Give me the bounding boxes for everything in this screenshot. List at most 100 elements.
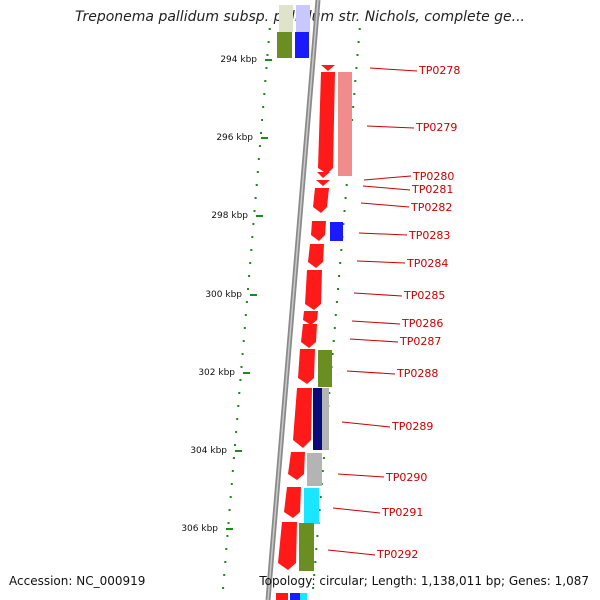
guide-dot xyxy=(258,145,261,147)
guide-dot xyxy=(245,301,248,303)
gene-arrow-tp0280 xyxy=(317,172,330,178)
leader-line xyxy=(362,185,411,191)
gene-arrow-tp0283 xyxy=(311,221,326,241)
gene-block-tp0288-green xyxy=(318,350,332,387)
gene-label: TP0292 xyxy=(376,548,418,561)
guide-dot xyxy=(352,106,355,108)
guide-dot xyxy=(237,405,240,407)
gene-label-tp0282: TP0282 xyxy=(360,201,452,214)
scale-label: 302 kbp xyxy=(198,368,235,378)
guide-dot xyxy=(351,119,354,121)
gene-arrow-tp0287 xyxy=(301,324,317,348)
gene-label: TP0289 xyxy=(391,420,433,433)
guide-dot xyxy=(255,184,258,186)
feature-block-partial xyxy=(290,593,300,600)
leader-line xyxy=(327,549,376,556)
gene-label: TP0284 xyxy=(406,257,448,270)
leader-line xyxy=(349,338,399,343)
gene-arrow-tp0284 xyxy=(308,244,324,268)
scale-label: 300 kbp xyxy=(205,290,242,300)
guide-dot xyxy=(226,535,229,537)
guide-dot xyxy=(322,457,325,459)
scale-298: 298 kbp xyxy=(211,211,263,221)
scale-label: 296 kbp xyxy=(216,133,253,143)
gene-label-tp0291: TP0291 xyxy=(332,506,423,519)
guide-dot xyxy=(236,418,239,420)
feature-block xyxy=(279,5,293,32)
guide-dot xyxy=(344,197,347,199)
guide-dot xyxy=(263,93,266,95)
scale-label: 306 kbp xyxy=(181,524,218,534)
scale-306: 306 kbp xyxy=(181,524,233,534)
scale-label: 298 kbp xyxy=(211,211,248,221)
guide-dot xyxy=(243,327,246,329)
guide-dot xyxy=(345,184,348,186)
gene-block-tp0283-blue xyxy=(330,222,343,241)
guide-dot xyxy=(224,561,227,563)
guide-dot xyxy=(231,470,234,472)
guide-dot xyxy=(342,223,345,225)
feature-block xyxy=(277,32,292,58)
guide-dot xyxy=(251,236,254,238)
guide-dot xyxy=(355,67,358,69)
gene-arrow xyxy=(321,65,335,71)
guide-dot xyxy=(332,340,335,342)
gene-label: TP0287 xyxy=(399,335,441,348)
scale-dot-track xyxy=(222,28,271,589)
scale-302: 302 kbp xyxy=(198,368,250,378)
leader-line xyxy=(341,421,391,428)
guide-dot xyxy=(228,509,231,511)
guide-dot xyxy=(265,67,268,69)
gene-label: TP0281 xyxy=(411,183,453,196)
gene-label-tp0279: TP0279 xyxy=(366,121,457,134)
topology-text: Topology: circular; Length: 1,138,011 bp… xyxy=(259,574,589,588)
guide-dot xyxy=(232,457,235,459)
guide-dot xyxy=(316,535,319,537)
gene-label-tp0288: TP0288 xyxy=(346,367,438,380)
guide-dot xyxy=(343,210,346,212)
guide-dot xyxy=(249,262,252,264)
guide-dot xyxy=(254,197,257,199)
guide-dot xyxy=(339,262,342,264)
guide-dot xyxy=(321,470,324,472)
guide-dot xyxy=(353,93,356,95)
scale-304: 304 kbp xyxy=(190,446,242,456)
gene-arrow-tp0279 xyxy=(318,72,335,174)
feature-block xyxy=(296,5,310,32)
leader-line xyxy=(360,202,410,208)
guide-dot xyxy=(314,561,317,563)
guide-dot xyxy=(312,587,315,589)
gene-arrow-tp0288 xyxy=(298,349,315,384)
leader-line xyxy=(366,125,415,129)
guide-dot xyxy=(335,301,338,303)
leader-line xyxy=(358,232,408,236)
guide-dot xyxy=(261,119,264,121)
guide-dot xyxy=(319,496,322,498)
gene-label-tp0287: TP0287 xyxy=(349,335,441,348)
guide-dot xyxy=(250,249,253,251)
gene-arrow-tp0291 xyxy=(284,487,301,518)
guide-dot xyxy=(264,80,267,82)
guide-dot xyxy=(313,574,316,576)
gene-label: TP0290 xyxy=(385,471,427,484)
gene-label: TP0278 xyxy=(418,64,460,77)
gene-arrow-tp0285 xyxy=(305,270,322,310)
guide-dot xyxy=(358,28,361,30)
gene-block-tp0289-grey xyxy=(322,388,329,450)
guide-dot xyxy=(328,392,331,394)
scale-label: 304 kbp xyxy=(190,446,227,456)
guide-dot xyxy=(234,444,236,446)
gene-label-tp0281: TP0281 xyxy=(362,183,453,196)
guide-dot xyxy=(229,496,232,498)
guide-dot xyxy=(235,431,238,433)
scale-294: 294 kbp xyxy=(220,55,272,65)
guide-dot xyxy=(223,574,226,576)
gene-block-tp0290-grey xyxy=(307,453,322,486)
gene-block-tp0279-pink xyxy=(338,72,352,176)
leader-line xyxy=(351,320,401,325)
guide-dot xyxy=(242,340,245,342)
leader-line xyxy=(363,175,412,181)
gene-arrow-tp0282 xyxy=(313,188,329,213)
guide-dot xyxy=(253,210,256,212)
guide-dot xyxy=(356,54,359,56)
